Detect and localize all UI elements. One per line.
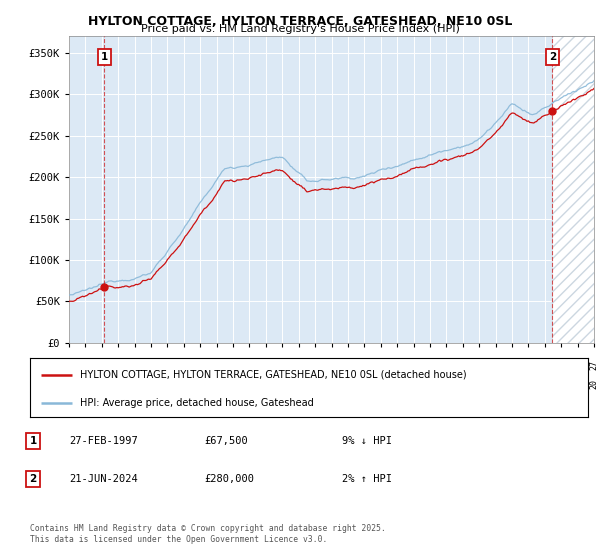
Text: 08: 08 — [278, 360, 287, 370]
Text: 20: 20 — [179, 380, 188, 389]
Text: 11: 11 — [327, 360, 336, 370]
Text: 16: 16 — [409, 360, 418, 370]
Text: 19: 19 — [114, 380, 123, 389]
Text: 03: 03 — [196, 360, 205, 370]
Text: 20: 20 — [425, 380, 434, 389]
Text: 27-FEB-1997: 27-FEB-1997 — [69, 436, 138, 446]
Text: 13: 13 — [360, 360, 369, 370]
Text: 19: 19 — [97, 380, 106, 389]
Text: 99: 99 — [130, 360, 139, 370]
Text: 09: 09 — [294, 360, 303, 370]
Text: 95: 95 — [65, 360, 74, 370]
Text: 20: 20 — [196, 380, 205, 389]
Text: 19: 19 — [65, 380, 74, 389]
Text: 01: 01 — [163, 360, 172, 370]
Text: 12: 12 — [343, 360, 352, 370]
Text: 14: 14 — [376, 360, 385, 370]
Text: 23: 23 — [524, 360, 533, 370]
Text: 20: 20 — [311, 380, 320, 389]
Text: 1: 1 — [29, 436, 37, 446]
Text: HYLTON COTTAGE, HYLTON TERRACE, GATESHEAD, NE10 0SL (detached house): HYLTON COTTAGE, HYLTON TERRACE, GATESHEA… — [80, 370, 467, 380]
Text: 20: 20 — [573, 380, 582, 389]
Bar — [553, 36, 594, 343]
Text: £67,500: £67,500 — [204, 436, 248, 446]
Bar — [553, 36, 594, 343]
Text: 27: 27 — [589, 360, 599, 370]
Text: Price paid vs. HM Land Registry's House Price Index (HPI): Price paid vs. HM Land Registry's House … — [140, 24, 460, 34]
Text: 24: 24 — [540, 360, 549, 370]
Text: 00: 00 — [146, 360, 155, 370]
Text: 20: 20 — [229, 380, 238, 389]
Text: 10: 10 — [311, 360, 320, 370]
Text: 20: 20 — [508, 380, 517, 389]
Text: 21-JUN-2024: 21-JUN-2024 — [69, 474, 138, 484]
Text: 20: 20 — [458, 380, 467, 389]
Text: HYLTON COTTAGE, HYLTON TERRACE, GATESHEAD, NE10 0SL: HYLTON COTTAGE, HYLTON TERRACE, GATESHEA… — [88, 15, 512, 27]
Text: 19: 19 — [458, 360, 467, 370]
Text: 19: 19 — [130, 380, 139, 389]
Text: 2: 2 — [549, 52, 556, 62]
Text: 20: 20 — [491, 380, 500, 389]
Text: 20: 20 — [409, 380, 418, 389]
Text: 97: 97 — [97, 360, 106, 370]
Text: 06: 06 — [245, 360, 254, 370]
Text: £280,000: £280,000 — [204, 474, 254, 484]
Text: 20: 20 — [278, 380, 287, 389]
Text: 20: 20 — [589, 380, 599, 389]
Text: 20: 20 — [524, 380, 533, 389]
Text: 26: 26 — [573, 360, 582, 370]
Text: 20: 20 — [212, 380, 221, 389]
Text: 20: 20 — [163, 380, 172, 389]
Text: 20: 20 — [294, 380, 303, 389]
Text: 15: 15 — [392, 360, 401, 370]
Text: 18: 18 — [442, 360, 451, 370]
Text: Contains HM Land Registry data © Crown copyright and database right 2025.
This d: Contains HM Land Registry data © Crown c… — [30, 524, 386, 544]
Text: 96: 96 — [81, 360, 90, 370]
Text: 20: 20 — [475, 380, 484, 389]
Text: 20: 20 — [146, 380, 155, 389]
Text: 2% ↑ HPI: 2% ↑ HPI — [342, 474, 392, 484]
Text: 25: 25 — [557, 360, 566, 370]
Text: 22: 22 — [508, 360, 517, 370]
Text: 20: 20 — [376, 380, 385, 389]
Text: 20: 20 — [245, 380, 254, 389]
Text: 04: 04 — [212, 360, 221, 370]
Text: 20: 20 — [343, 380, 352, 389]
Text: 20: 20 — [442, 380, 451, 389]
Text: 1: 1 — [101, 52, 108, 62]
Text: 20: 20 — [392, 380, 401, 389]
Text: 20: 20 — [360, 380, 369, 389]
Text: 2: 2 — [29, 474, 37, 484]
Text: 19: 19 — [81, 380, 90, 389]
Text: 05: 05 — [229, 360, 238, 370]
Text: 20: 20 — [327, 380, 336, 389]
Text: 21: 21 — [491, 360, 500, 370]
Text: 20: 20 — [557, 380, 566, 389]
Text: HPI: Average price, detached house, Gateshead: HPI: Average price, detached house, Gate… — [80, 398, 314, 408]
Text: 20: 20 — [475, 360, 484, 370]
Text: 02: 02 — [179, 360, 188, 370]
Text: 17: 17 — [425, 360, 434, 370]
Text: 20: 20 — [262, 380, 271, 389]
Text: 20: 20 — [540, 380, 549, 389]
Text: 9% ↓ HPI: 9% ↓ HPI — [342, 436, 392, 446]
Text: 98: 98 — [114, 360, 123, 370]
Text: 07: 07 — [262, 360, 271, 370]
